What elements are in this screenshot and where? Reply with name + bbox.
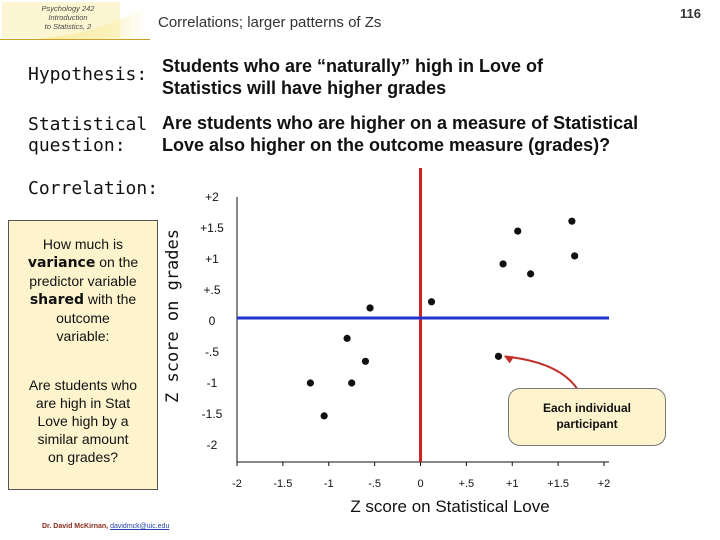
page-number: 116 — [680, 6, 701, 21]
y-tick-label: -2 — [207, 438, 218, 452]
callout-line1: Each individual — [542, 401, 632, 415]
data-point — [348, 379, 356, 387]
hypothesis-label: Hypothesis: — [28, 64, 148, 85]
y-tick-label: -1 — [207, 376, 218, 390]
course-logo — [0, 2, 150, 40]
data-point — [499, 260, 507, 268]
y-tick-label: -.5 — [205, 345, 219, 359]
data-point — [568, 217, 576, 225]
data-point — [494, 352, 503, 360]
callout-arrow — [504, 355, 579, 391]
x-tick-label: -2 — [232, 478, 242, 490]
y-tick-label: 0 — [209, 314, 216, 328]
slide-subtitle: Correlations; larger patterns of Zs — [158, 14, 382, 31]
sidebar-questions: How much is variance on the predictor va… — [8, 220, 158, 490]
data-point — [320, 412, 328, 420]
data-point — [514, 227, 522, 235]
y-tick-label: +1.5 — [200, 221, 224, 235]
data-point — [361, 357, 370, 365]
data-point — [427, 298, 436, 306]
hypothesis-text: Students who are “naturally” high in Lov… — [162, 56, 544, 98]
question-label: Statistical question: — [28, 114, 148, 156]
footer-email-link[interactable]: davidmck@uic.edu — [110, 523, 170, 530]
x-tick-label: +2 — [598, 478, 611, 490]
x-tick-label: +1 — [506, 478, 519, 490]
y-tick-label: +1 — [205, 252, 219, 266]
callout-arrow-line — [504, 355, 579, 391]
data-point — [343, 334, 351, 342]
data-point — [306, 379, 314, 387]
data-point — [366, 304, 374, 312]
callout-arrow-head — [504, 356, 515, 364]
x-tick-label: 0 — [417, 478, 423, 490]
x-tick-label: -1.5 — [273, 478, 292, 490]
x-tick-label: -1 — [324, 478, 334, 490]
course-logo-text: Psychology 242 Introduction to Statistic… — [41, 4, 95, 31]
x-tick-label: -.5 — [368, 478, 381, 490]
callout-line2: participant — [556, 417, 618, 431]
data-point — [527, 270, 535, 278]
y-tick-label: +2 — [205, 190, 219, 204]
x-tick-label: +.5 — [459, 478, 475, 490]
x-tick-label: +1.5 — [547, 478, 569, 490]
sidebar-question-variance: How much is variance on the predictor va… — [27, 236, 139, 344]
footer-author: Dr. David McKirnan, — [42, 523, 109, 530]
x-axis-label: Z score on Statistical Love — [350, 497, 549, 516]
y-tick-label: -1.5 — [202, 407, 223, 421]
footer: Dr. David McKirnan, davidmck@uic.edu — [42, 523, 169, 530]
question-text: Are students who are higher on a measure… — [162, 113, 639, 155]
correlation-label: Correlation: — [28, 178, 159, 199]
y-axis-label: Z score on grades — [163, 229, 183, 403]
y-tick-label: +.5 — [203, 283, 220, 297]
data-point — [571, 252, 579, 260]
callout-each-participant: Each individual participant — [508, 388, 666, 446]
sidebar-question-similar: Are students who are high in Stat Love h… — [28, 377, 138, 465]
